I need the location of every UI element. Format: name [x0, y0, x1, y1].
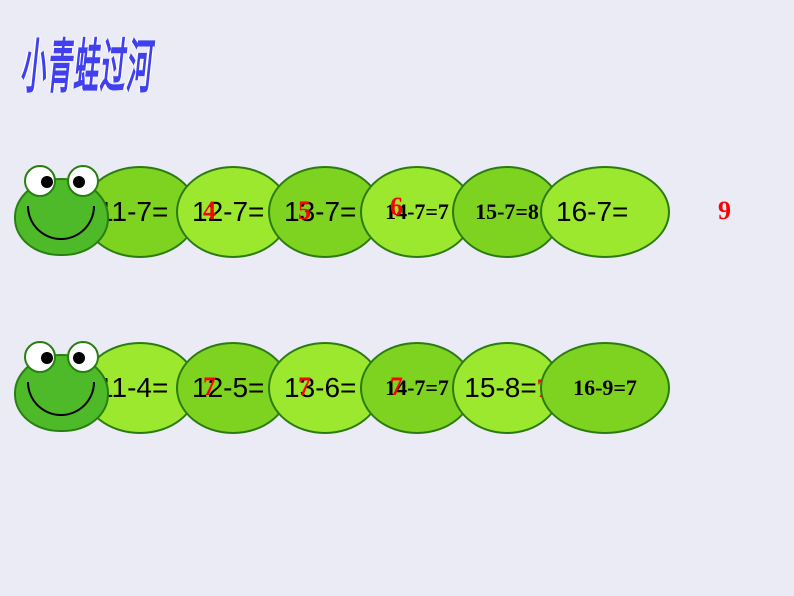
equation-text: 15-7=8	[475, 199, 539, 225]
answer-text: 6	[390, 192, 403, 222]
page-title: 小青蛙过河	[20, 20, 152, 105]
pad-container-2: 11-4=12-5=13-6=14-7=715-8=716-9=7	[104, 342, 670, 434]
equation-text: 15-8=7	[464, 372, 549, 404]
answer-text: 5	[298, 196, 311, 226]
equation-row-2: 11-4=12-5=13-6=14-7=715-8=716-9=7	[14, 338, 670, 438]
lily-pad: 16-9=7	[540, 342, 670, 434]
answer-text: 7	[203, 372, 216, 402]
lily-pad: 16-7=	[540, 166, 670, 258]
answer-text: 7	[390, 372, 403, 402]
frog-icon	[14, 170, 109, 255]
equation-text: 13-7=	[284, 196, 356, 228]
equation-text: 13-6=	[284, 372, 356, 404]
pad-container-1: 11-7=12-7=13-7=14-7=715-7=816-7=	[104, 166, 670, 258]
answer-text: 7	[298, 372, 311, 402]
answer-text: 4	[203, 196, 216, 226]
equation-text: 16-9=7	[573, 375, 637, 401]
equation-row-1: 11-7=12-7=13-7=14-7=715-7=816-7=	[14, 162, 670, 262]
equation-text: 16-7=	[556, 196, 628, 228]
answer-text: 9	[718, 196, 731, 226]
frog-icon	[14, 346, 109, 431]
